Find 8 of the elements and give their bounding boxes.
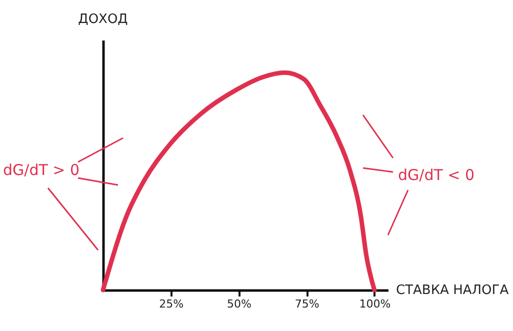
x-axis-title: СТАВКА НАЛОГА xyxy=(396,283,509,298)
text: dG/dT < 0 xyxy=(398,166,475,184)
x-tick-label: 100% xyxy=(359,298,391,310)
x-tick-label: 50% xyxy=(226,298,252,310)
text: dG/dT > 0 xyxy=(3,161,80,179)
x-tick-label: 75% xyxy=(294,298,320,310)
y-axis-title: ДОХОД xyxy=(78,12,128,27)
x-tick-label: 25% xyxy=(159,298,184,310)
